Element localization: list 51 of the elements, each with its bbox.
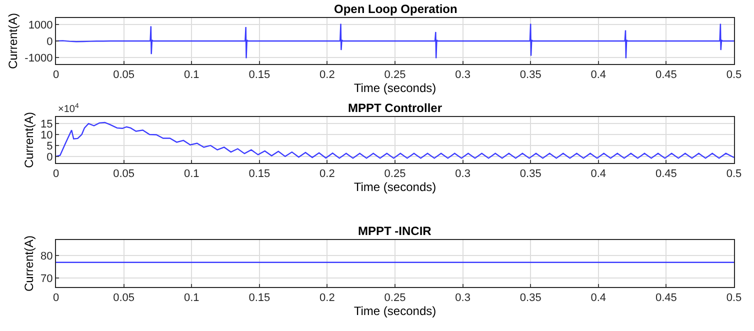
x-tick-label: 0.1 [184,168,200,180]
y-tick-label: 10 [40,129,53,142]
x-tick-label: 0.05 [113,168,135,180]
x-tick-label: 0.15 [248,292,270,304]
x-tick-label: 0.1 [184,292,200,304]
x-tick-label: 0.3 [455,69,470,82]
x-tick-label: 0.45 [655,69,677,82]
x-tick-label: 0.3 [455,292,470,304]
x-tick-label: 0.1 [184,69,200,82]
y-tick-label: 1000 [28,19,53,32]
chart-title: MPPT -INCIR [358,224,432,238]
x-axis-title: Time (seconds) [354,81,436,96]
x-tick-label: 0.2 [320,69,335,82]
x-tick-label: 0.5 [726,292,742,304]
x-tick-label: 0.2 [320,292,335,304]
x-axis-title: Time (seconds) [354,304,436,318]
x-tick-label: 0.15 [248,69,270,82]
x-tick-label: 0.4 [590,292,606,304]
line-series [56,23,734,59]
y-tick-label: 15 [40,118,53,130]
y-tick-label: 70 [40,272,53,285]
x-tick-label: 0.35 [520,168,542,180]
y-tick-label: 5 [46,140,53,152]
x-tick-label: 0.3 [455,168,470,180]
y-tick-label: 80 [40,250,53,263]
y-tick-label: 0 [46,36,53,48]
x-axis-title: Time (seconds) [354,180,436,194]
x-tick-label: 0.45 [655,168,677,180]
x-tick-label: 0.5 [726,69,742,82]
line-series [56,122,734,159]
x-tick-label: 0.45 [655,292,677,304]
y-axis-title: Current(A) [22,112,36,168]
x-tick-label: 0.2 [320,168,335,180]
y-tick-label: -1000 [24,52,53,64]
x-tick-label: 0.15 [248,168,270,180]
x-tick-label: 0.35 [520,292,542,304]
y-tick-label: 0 [46,151,53,164]
chart-title: MPPT Controller [348,101,442,115]
x-tick-label: 0.4 [590,69,606,82]
x-tick-label: 0.5 [726,168,742,180]
x-tick-label: 0.05 [113,69,135,82]
x-tick-label: 0.25 [384,69,406,82]
x-tick-label: 0.35 [520,69,542,82]
x-tick-label: 0.05 [113,292,135,304]
y-axis-title: Current(A) [22,235,36,292]
x-tick-label: 0.4 [590,168,606,180]
chart-title: Open Loop Operation [334,2,458,16]
x-tick-label: 0.25 [384,292,406,304]
text: ×10$^{4}$ [58,103,79,116]
x-tick-label: 0.25 [384,168,406,180]
y-axis-title: Current(A) [6,12,20,70]
